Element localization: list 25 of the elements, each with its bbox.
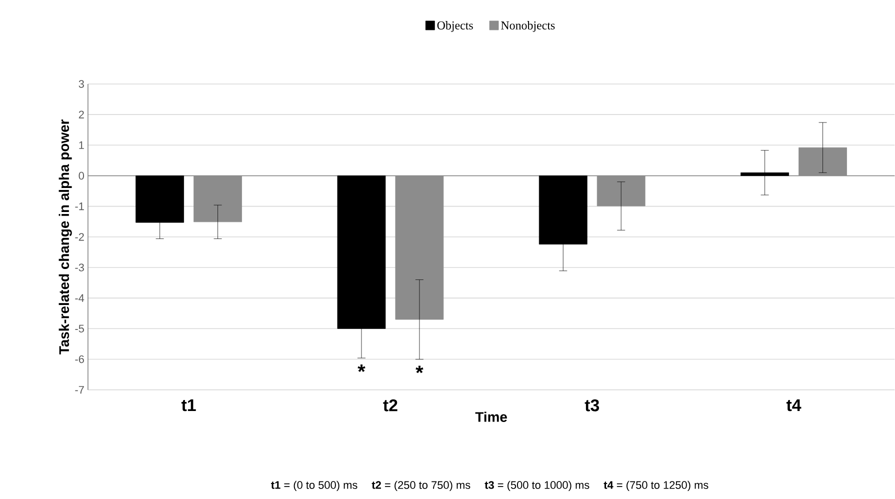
y-axis-title: Task-related change in alpha power	[58, 120, 72, 354]
y-tick-label: 0	[78, 172, 84, 180]
y-tick-label: -5	[75, 324, 84, 333]
y-tick-label: -4	[75, 294, 84, 302]
legend-label: Objects	[437, 21, 473, 32]
y-tick-label: -3	[75, 264, 84, 272]
x-tick-label: t1	[181, 399, 196, 412]
legend-label: Nonobjects	[501, 21, 555, 32]
y-tick-label: -2	[75, 233, 84, 241]
y-tick-label: -7	[75, 386, 84, 394]
x-tick-label: t4	[786, 399, 802, 412]
annotation: *	[416, 366, 424, 374]
text: t3 = (500 to 1000) ms	[484, 480, 590, 492]
y-tick-label: 1	[79, 141, 84, 150]
annotation: *	[358, 364, 366, 372]
x-axis-title: Time	[475, 412, 507, 422]
x-tick-label: t3	[584, 399, 600, 412]
y-tick-label: -1	[75, 202, 84, 210]
x-tick-label: t2	[383, 399, 398, 412]
text: t4 = (750 to 1250) ms	[604, 480, 708, 492]
y-tick-label: 3	[78, 80, 84, 88]
y-tick-label: 2	[78, 110, 84, 118]
text: t2 = (250 to 750) ms	[372, 480, 470, 492]
text: t1 = (0 to 500) ms	[271, 480, 358, 492]
y-tick-label: -6	[75, 355, 84, 364]
